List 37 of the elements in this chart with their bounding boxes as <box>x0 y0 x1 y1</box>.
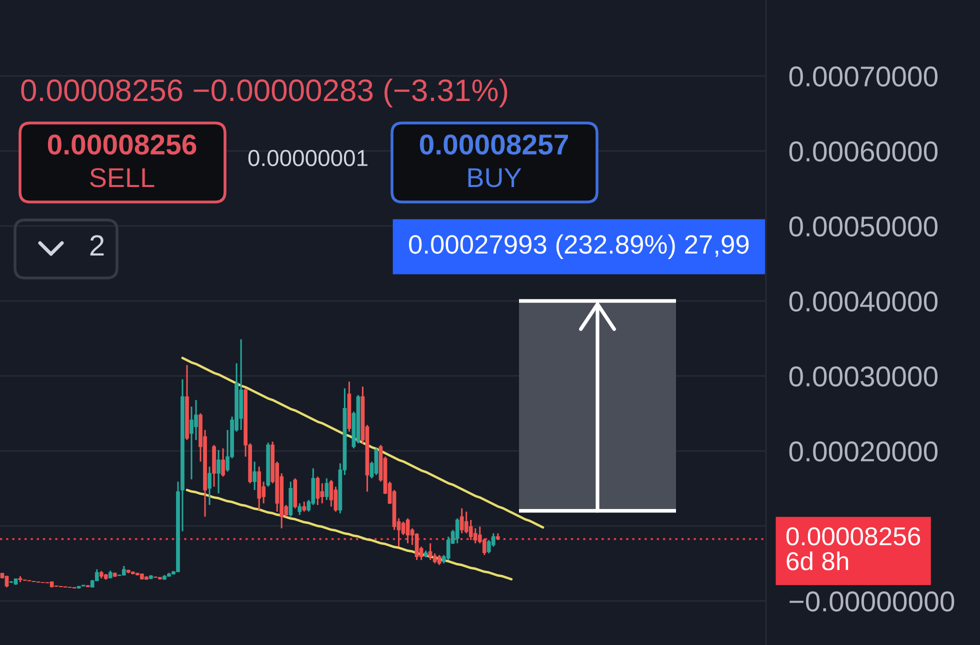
annotation: 2 <box>90 235 104 256</box>
candlestick <box>208 466 212 506</box>
candlestick <box>406 518 410 544</box>
candlestick <box>216 449 220 494</box>
y-tick-label: −0.00000000 <box>790 591 954 612</box>
candlestick <box>252 460 257 491</box>
annotation: BUY <box>468 168 522 188</box>
candlestick <box>401 520 406 536</box>
candlestick <box>329 479 334 508</box>
y-tick-label: 0.00050000 <box>789 216 938 237</box>
candlestick <box>455 518 460 544</box>
candlestick <box>122 565 126 576</box>
y-tick-label: 0.00070000 <box>789 66 938 87</box>
candlestick <box>482 538 486 556</box>
candlestick <box>221 448 225 478</box>
candlestick <box>374 448 378 476</box>
annotation: 0.00008256 −0.00000283 (−3.31%) <box>21 78 508 108</box>
candlestick <box>324 478 329 501</box>
annotation: 0.00008256 <box>48 134 196 155</box>
y-tick-label: 0.00020000 <box>789 441 938 462</box>
band-label: 0.00027993 (232.89%) 27,99 <box>409 234 749 260</box>
line-series <box>186 488 513 580</box>
annotation: SELL <box>90 168 154 188</box>
candlestick <box>302 500 306 512</box>
ref-line-label: 0.00008256 6d 8h <box>786 527 920 570</box>
line-series <box>181 356 544 529</box>
annotation: 0.00008257 <box>420 134 568 155</box>
y-tick-label: 0.00060000 <box>789 141 938 162</box>
y-tick-label: 0.00030000 <box>789 366 938 387</box>
y-tick-label: 0.00040000 <box>789 291 938 312</box>
candlestick <box>316 476 320 506</box>
candlestick <box>334 486 338 512</box>
candlestick <box>432 552 437 564</box>
candlestick <box>428 542 432 561</box>
annotation: 0.00000001 <box>248 150 368 166</box>
candlestick <box>414 532 419 561</box>
candlestick <box>298 502 302 516</box>
